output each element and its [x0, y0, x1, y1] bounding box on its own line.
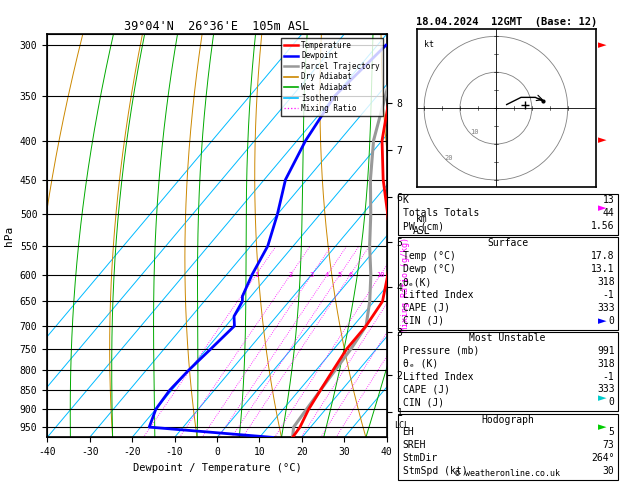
- Text: K: K: [403, 195, 408, 206]
- Text: 30: 30: [603, 466, 615, 476]
- Text: θₑ (K): θₑ (K): [403, 359, 438, 369]
- Text: CIN (J): CIN (J): [403, 316, 443, 326]
- X-axis label: Dewpoint / Temperature (°C): Dewpoint / Temperature (°C): [133, 463, 301, 473]
- Text: Temp (°C): Temp (°C): [403, 251, 455, 261]
- Text: 20: 20: [444, 155, 453, 161]
- Text: kt: kt: [424, 40, 434, 49]
- Text: StmSpd (kt): StmSpd (kt): [403, 466, 467, 476]
- Text: Hodograph: Hodograph: [481, 415, 534, 425]
- Text: 333: 333: [597, 303, 615, 313]
- Text: 0: 0: [609, 398, 615, 407]
- Text: 73: 73: [603, 440, 615, 451]
- Text: ►: ►: [598, 316, 607, 326]
- Text: 5: 5: [609, 428, 615, 437]
- Text: StmDir: StmDir: [403, 453, 438, 463]
- Text: EH: EH: [403, 428, 415, 437]
- Text: Most Unstable: Most Unstable: [469, 333, 546, 343]
- Text: -1: -1: [603, 290, 615, 300]
- Text: LCL: LCL: [394, 421, 409, 430]
- Text: ►: ►: [598, 422, 607, 432]
- Text: Dewp (°C): Dewp (°C): [403, 264, 455, 274]
- Text: 1.56: 1.56: [591, 221, 615, 231]
- Text: 5: 5: [338, 272, 342, 278]
- Text: θₑ(K): θₑ(K): [403, 277, 432, 287]
- Legend: Temperature, Dewpoint, Parcel Trajectory, Dry Adiabat, Wet Adiabat, Isotherm, Mi: Temperature, Dewpoint, Parcel Trajectory…: [281, 38, 383, 116]
- Text: CIN (J): CIN (J): [403, 398, 443, 407]
- Text: 13.1: 13.1: [591, 264, 615, 274]
- Text: 991: 991: [597, 346, 615, 356]
- Text: 17.8: 17.8: [591, 251, 615, 261]
- Text: 2: 2: [288, 272, 292, 278]
- Text: -1: -1: [603, 372, 615, 382]
- Text: Surface: Surface: [487, 239, 528, 248]
- Text: ►: ►: [598, 393, 607, 403]
- Text: SREH: SREH: [403, 440, 426, 451]
- Y-axis label: hPa: hPa: [4, 226, 14, 246]
- Title: 39°04'N  26°36'E  105m ASL: 39°04'N 26°36'E 105m ASL: [125, 20, 309, 33]
- Text: ►: ►: [598, 203, 607, 213]
- Text: Totals Totals: Totals Totals: [403, 208, 479, 218]
- Text: 10: 10: [470, 129, 479, 135]
- Text: 4: 4: [325, 272, 330, 278]
- Y-axis label: km
ASL: km ASL: [413, 214, 431, 236]
- Text: 44: 44: [603, 208, 615, 218]
- Text: 3: 3: [309, 272, 314, 278]
- Text: 0: 0: [609, 316, 615, 326]
- Text: 6: 6: [348, 272, 352, 278]
- Text: © weatheronline.co.uk: © weatheronline.co.uk: [455, 469, 560, 478]
- Text: Lifted Index: Lifted Index: [403, 372, 473, 382]
- Text: CAPE (J): CAPE (J): [403, 384, 450, 395]
- Text: ►: ►: [598, 40, 607, 50]
- Text: 10: 10: [376, 272, 384, 278]
- Text: 264°: 264°: [591, 453, 615, 463]
- Text: 1: 1: [254, 272, 258, 278]
- Text: 318: 318: [597, 277, 615, 287]
- Text: PW (cm): PW (cm): [403, 221, 443, 231]
- Text: 318: 318: [597, 359, 615, 369]
- Text: Mixing Ratio (g/kg): Mixing Ratio (g/kg): [401, 237, 410, 331]
- Text: ►: ►: [598, 136, 607, 145]
- Text: 333: 333: [597, 384, 615, 395]
- Text: 18.04.2024  12GMT  (Base: 12): 18.04.2024 12GMT (Base: 12): [416, 17, 597, 27]
- Text: 13: 13: [603, 195, 615, 206]
- Text: CAPE (J): CAPE (J): [403, 303, 450, 313]
- Text: Lifted Index: Lifted Index: [403, 290, 473, 300]
- Text: Pressure (mb): Pressure (mb): [403, 346, 479, 356]
